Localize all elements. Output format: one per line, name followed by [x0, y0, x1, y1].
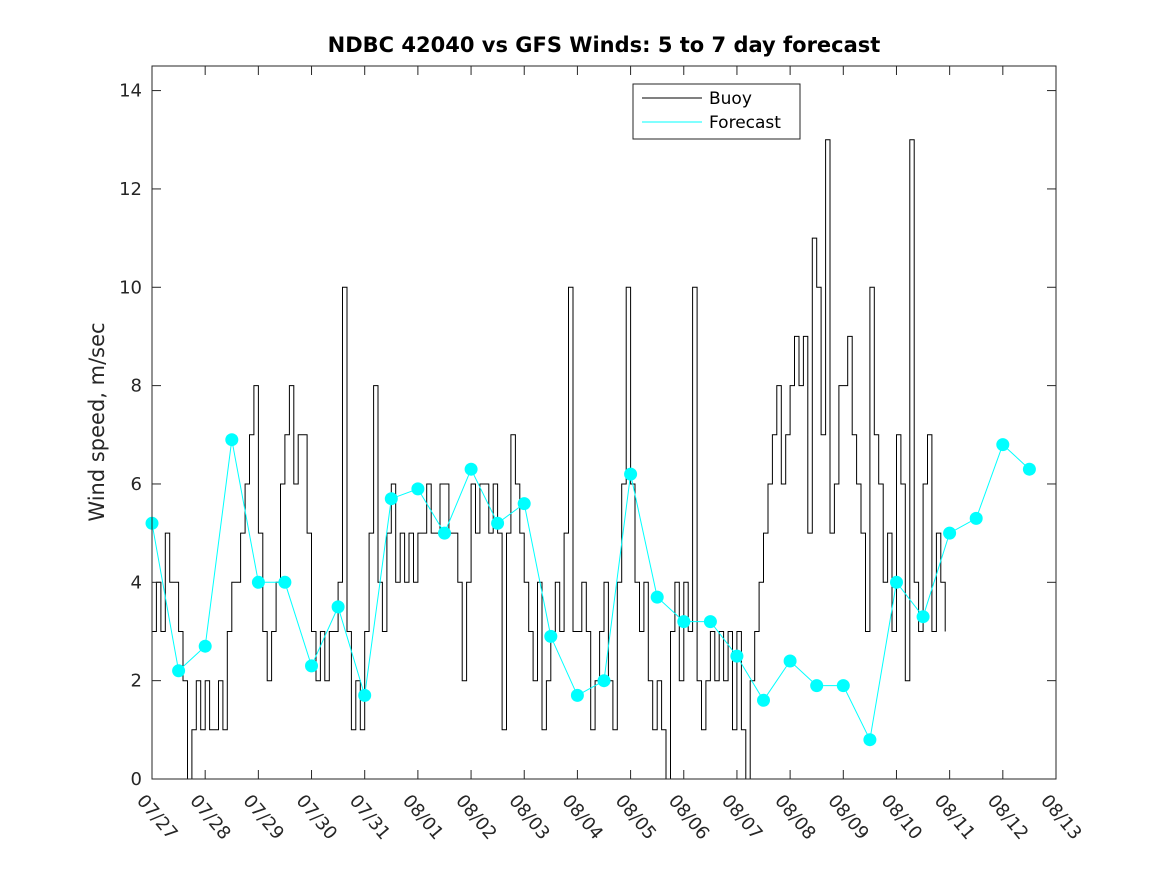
forecast-point: [677, 615, 691, 629]
y-tick-label: 4: [131, 572, 142, 593]
y-axis-label: Wind speed, m/sec: [85, 322, 109, 521]
forecast-point: [810, 679, 824, 693]
forecast-point: [650, 590, 664, 604]
forecast-point: [491, 516, 505, 530]
forecast-point: [783, 654, 797, 668]
forecast-point: [464, 462, 478, 476]
y-tick-label: 0: [131, 769, 142, 790]
forecast-point: [943, 526, 957, 540]
forecast-series-line: [152, 439, 1030, 742]
forecast-point: [172, 664, 186, 678]
forecast-point: [278, 575, 292, 589]
forecast-point: [1022, 462, 1036, 476]
forecast-point: [438, 526, 451, 540]
y-axis-ticks: 0 2 4 6 8 10 12 14: [119, 81, 1056, 790]
forecast-point: [305, 659, 318, 673]
chart-title: NDBC 42040 vs GFS Winds: 5 to 7 day fore…: [328, 33, 881, 57]
forecast-point: [890, 575, 903, 589]
forecast-point: [384, 492, 398, 506]
forecast-point: [703, 615, 717, 629]
buoy-series-line: [152, 139, 946, 779]
legend-forecast-label: Forecast: [709, 113, 781, 133]
forecast-point: [517, 497, 531, 511]
forecast-point: [916, 610, 930, 624]
forecast-point: [225, 433, 239, 447]
forecast-point: [198, 639, 212, 653]
y-tick-label: 12: [119, 179, 142, 200]
forecast-point: [331, 600, 345, 614]
forecast-point: [836, 679, 850, 693]
axes-frame: [151, 65, 1057, 780]
forecast-point: [251, 575, 265, 589]
forecast-point: [544, 629, 558, 643]
series-layer: [152, 139, 1030, 779]
legend-buoy-label: Buoy: [709, 89, 752, 109]
y-tick-label: 14: [119, 81, 142, 102]
legend: Buoy Forecast: [632, 83, 801, 140]
y-tick-label: 8: [131, 376, 142, 397]
legend-box: [632, 83, 801, 140]
forecast-point: [570, 688, 584, 702]
y-tick-label: 2: [131, 671, 142, 692]
forecast-point: [730, 649, 744, 663]
forecast-point: [597, 674, 611, 688]
forecast-point: [996, 438, 1010, 452]
plot-area: [152, 66, 1056, 779]
forecast-point: [863, 733, 877, 747]
forecast-point: [757, 693, 770, 707]
forecast-point: [969, 511, 983, 525]
forecast-point: [358, 688, 372, 702]
forecast-point: [411, 482, 425, 496]
y-tick-label: 10: [119, 277, 142, 298]
forecast-point: [624, 467, 638, 481]
y-tick-label: 6: [131, 474, 142, 495]
